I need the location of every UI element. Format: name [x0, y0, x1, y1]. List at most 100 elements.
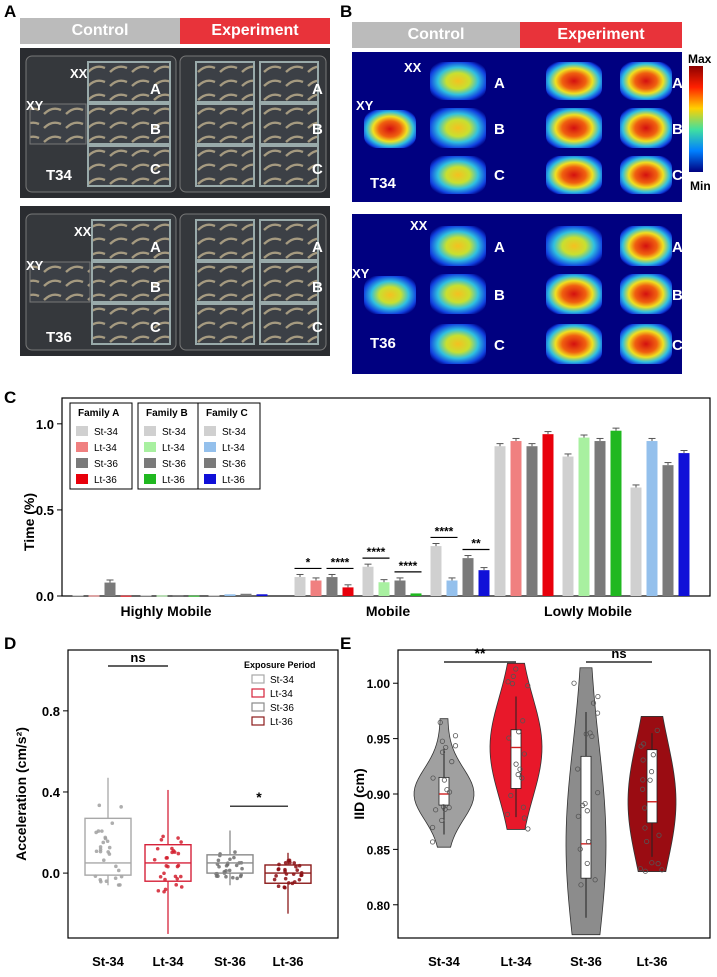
data-point — [513, 761, 519, 767]
data-point — [179, 885, 184, 889]
y-tick-label: 1.0 — [36, 417, 54, 432]
data-point — [114, 864, 118, 869]
data-point — [659, 867, 665, 873]
legend-label: St-36 — [162, 459, 186, 470]
panel-label-c: C — [4, 388, 17, 407]
experiment-header: Experiment — [520, 22, 682, 48]
data-point — [647, 777, 653, 783]
data-point — [239, 873, 243, 877]
data-point — [233, 850, 237, 854]
panel-label-a: A — [4, 2, 17, 21]
tank-b-label: B — [494, 121, 505, 138]
data-point — [583, 731, 589, 737]
chart-d-ylabel: Acceleration (cm/s²) — [13, 727, 29, 861]
data-point — [102, 858, 106, 863]
box — [206, 854, 254, 874]
data-point — [595, 790, 601, 796]
category-label: Lowly Mobile — [544, 603, 632, 619]
data-point — [116, 868, 121, 873]
bar — [342, 587, 354, 596]
data-point — [430, 824, 436, 831]
t34-label: T34 — [370, 175, 397, 192]
legend-label: Lt-36 — [162, 475, 185, 486]
data-point — [156, 888, 161, 893]
bar — [326, 577, 338, 596]
data-point — [119, 805, 123, 809]
data-point — [283, 861, 288, 865]
data-point — [642, 805, 648, 811]
data-point — [178, 874, 183, 879]
panel-a-photos: XX XY A B C A B C T34 XX XY A B C A B C … — [20, 48, 330, 356]
legend-swatch — [76, 426, 88, 436]
significance-label: ns — [611, 646, 626, 661]
legend-title: Exposure Period — [244, 660, 316, 670]
xx-label: XX — [410, 218, 428, 233]
legend-label: Lt-36 — [222, 475, 245, 486]
tank-c-label: C — [494, 337, 505, 354]
significance-label: ** — [475, 645, 486, 661]
data-point — [595, 693, 601, 700]
data-point — [176, 851, 181, 856]
legend-label: St-34 — [94, 427, 118, 438]
y-tick-label: 0.90 — [367, 788, 391, 802]
legend-label: Lt-34 — [270, 689, 293, 700]
data-point — [440, 804, 447, 810]
bar — [310, 580, 322, 596]
category-label: Lt-36 — [636, 954, 667, 969]
y-tick-label: 0.8 — [42, 704, 60, 719]
tank-b-label: B — [150, 279, 161, 296]
data-point — [520, 718, 526, 724]
heatmap-t36: XX XY A B C A B C T36 — [352, 214, 683, 374]
t34-label: T34 — [46, 167, 73, 184]
data-point — [288, 860, 292, 865]
data-point — [510, 673, 516, 679]
significance-label: **** — [331, 555, 350, 569]
data-point — [176, 863, 181, 868]
data-point — [175, 876, 180, 881]
xy-label: XY — [356, 98, 374, 113]
data-point — [171, 849, 176, 853]
chart-c-ylabel: Time (%) — [21, 493, 37, 551]
data-point — [179, 840, 183, 844]
panel-label-d: D — [4, 634, 17, 653]
legend-swatch — [144, 442, 156, 452]
legend-label: Lt-34 — [94, 443, 117, 454]
data-point — [433, 807, 439, 813]
bar — [526, 446, 538, 596]
legend-title: Family C — [206, 408, 248, 419]
data-point — [94, 849, 99, 854]
data-point — [155, 846, 160, 851]
bar — [430, 546, 442, 596]
data-point — [506, 735, 512, 741]
bar — [224, 594, 236, 596]
data-point — [521, 815, 527, 821]
data-point — [649, 860, 655, 866]
bar — [542, 434, 554, 596]
legend-swatch — [204, 474, 216, 484]
data-point — [292, 861, 297, 865]
data-point — [644, 838, 650, 845]
panel-label-b: B — [340, 2, 353, 21]
legend-swatch — [204, 458, 216, 468]
data-point — [216, 874, 220, 878]
bar — [362, 566, 374, 596]
legend-swatch — [144, 474, 156, 484]
category-label: St-36 — [570, 954, 602, 969]
bar — [610, 430, 622, 596]
tank-a-label: A — [672, 239, 683, 256]
data-point — [525, 683, 531, 689]
data-point — [578, 882, 584, 888]
data-point — [452, 733, 459, 739]
xy-label: XY — [26, 258, 44, 273]
data-point — [584, 808, 590, 814]
bar — [462, 558, 474, 596]
tank-b-label: B — [672, 287, 683, 304]
data-point — [240, 866, 244, 871]
data-point — [283, 885, 287, 890]
data-point — [441, 777, 447, 783]
bar — [140, 595, 152, 597]
bar — [72, 595, 84, 597]
legend-swatch — [204, 442, 216, 452]
data-point — [98, 847, 103, 852]
bar — [410, 593, 422, 596]
